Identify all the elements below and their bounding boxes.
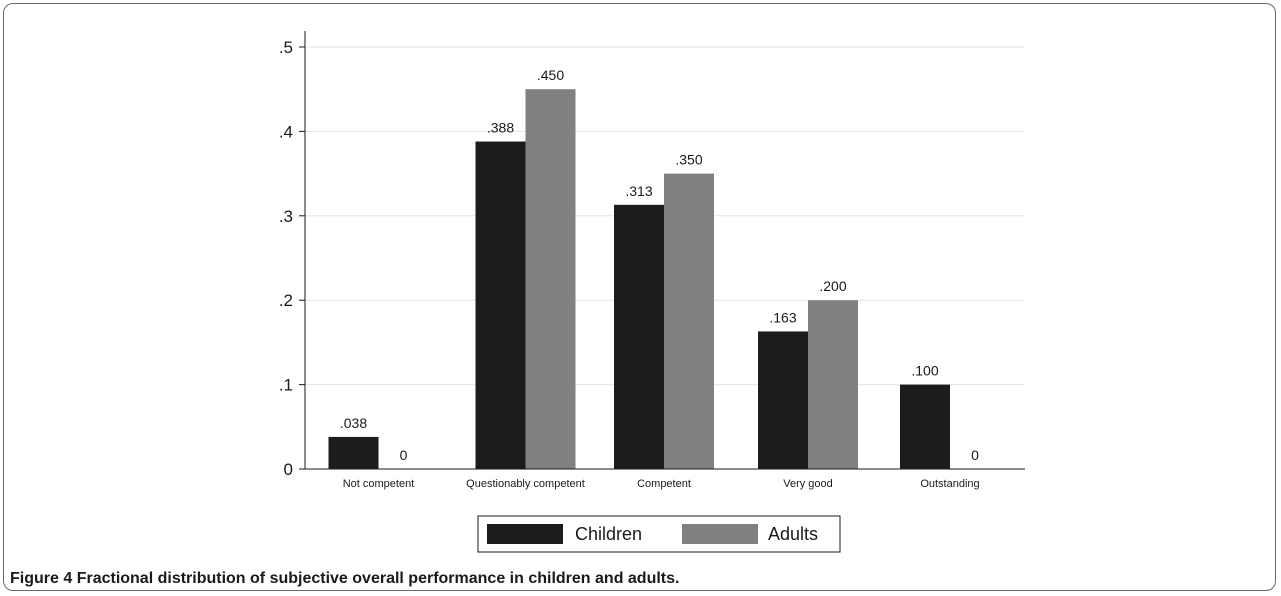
data-label: 0 xyxy=(971,447,979,463)
axes: 0 .1 .2 .3 .4 .5 Not competent Questionably com… xyxy=(279,31,1025,490)
y-tick-label: 0 xyxy=(284,460,293,479)
data-label: .200 xyxy=(819,278,846,294)
legend-swatch-children xyxy=(487,524,563,544)
bar-adults xyxy=(808,300,858,469)
data-label: .163 xyxy=(769,309,796,325)
caption-label: Figure 4 xyxy=(10,570,77,587)
legend-label-adults: Adults xyxy=(768,524,818,544)
caption-text: Fractional distribution of subjective ov… xyxy=(76,570,680,587)
bar-children xyxy=(475,141,526,469)
data-label: .100 xyxy=(911,363,938,379)
data-label: .450 xyxy=(537,67,564,83)
x-tick-label: Not competent xyxy=(343,478,415,490)
y-tick-label: .3 xyxy=(279,207,293,226)
legend-label-children: Children xyxy=(575,524,642,544)
data-label: .350 xyxy=(675,152,702,168)
y-tick-label: .4 xyxy=(279,122,293,141)
x-tick-label: Questionably competent xyxy=(466,478,585,490)
bar-children xyxy=(614,204,664,469)
data-label: .388 xyxy=(487,120,514,136)
y-tick-label: .5 xyxy=(279,38,293,57)
bars xyxy=(328,89,950,469)
x-tick-label: Very good xyxy=(783,478,833,490)
figure-caption: Figure 4 Fractional distribution of subj… xyxy=(10,570,679,588)
x-tick-label: Outstanding xyxy=(920,478,979,490)
data-label: 0 xyxy=(400,447,408,463)
legend: Children Adults xyxy=(477,515,841,553)
y-tick-label: .2 xyxy=(279,291,293,310)
bar-adults xyxy=(525,89,576,469)
bar-adults xyxy=(664,173,714,469)
x-tick-label: Competent xyxy=(637,478,691,490)
bar-children xyxy=(758,331,808,469)
data-label: .038 xyxy=(340,415,367,431)
bar-children xyxy=(900,384,950,469)
legend-swatch-adults xyxy=(682,524,758,544)
data-labels: .038 0 .388 .450 .313 .350 .163 .200 .100 0 xyxy=(340,67,979,463)
bar-children xyxy=(328,436,379,469)
y-tick-label: .1 xyxy=(279,376,293,395)
data-label: .313 xyxy=(625,183,652,199)
